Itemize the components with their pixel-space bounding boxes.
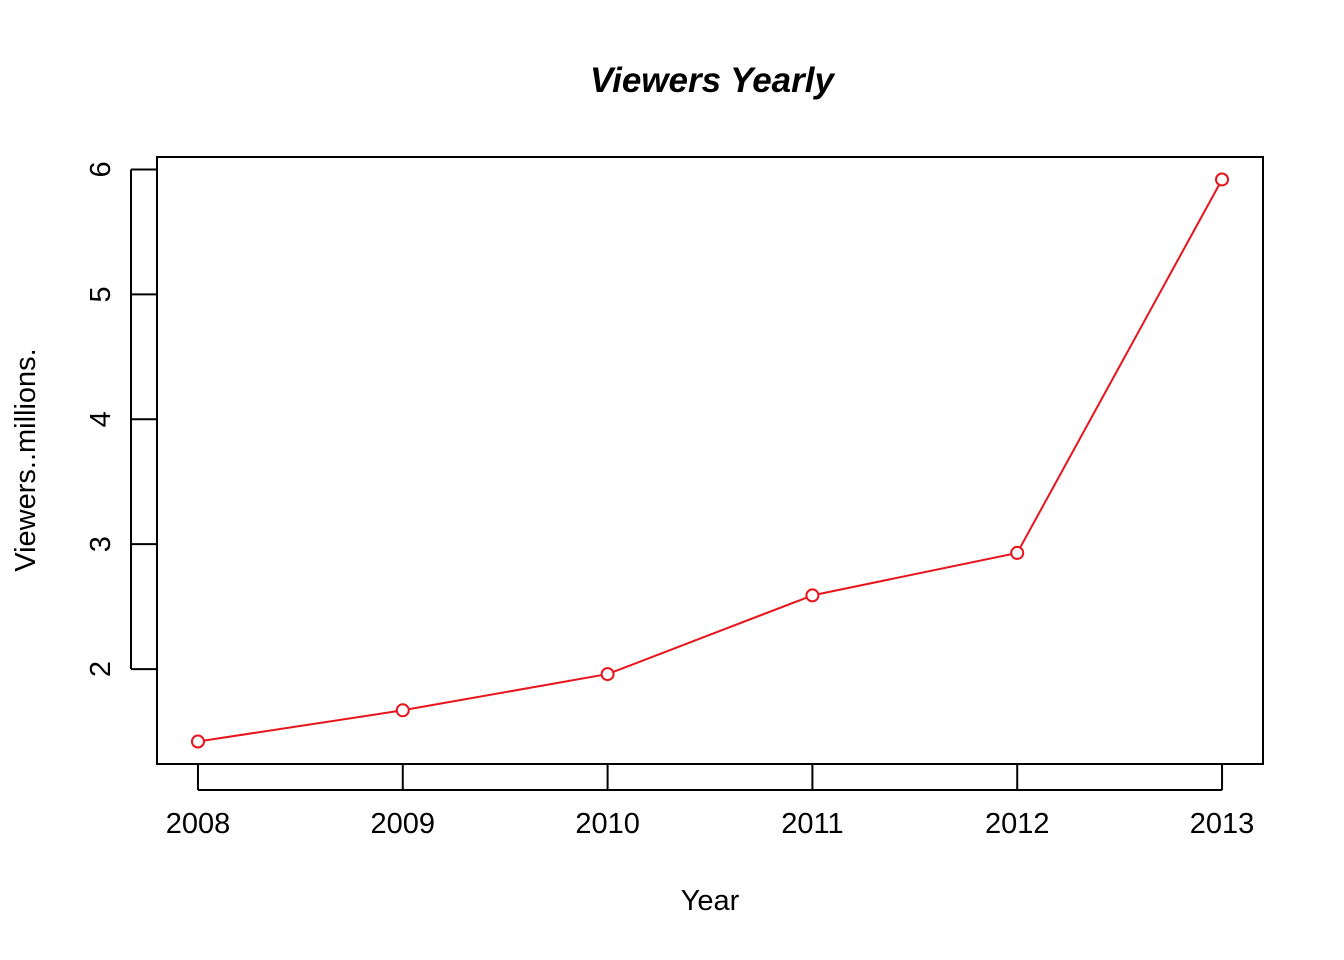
x-tick-label: 2008 (166, 808, 231, 840)
data-point-marker (1010, 545, 1025, 560)
chart-title: Viewers Yearly (590, 61, 835, 100)
x-tick-label: 2010 (575, 808, 640, 840)
plot-area-frame (156, 156, 1264, 765)
series-line-segment (607, 594, 813, 676)
y-tick-label: 2 (85, 661, 117, 677)
x-tick-label: 2012 (985, 808, 1050, 840)
series-line-segment (402, 673, 608, 712)
data-point-marker (1215, 172, 1230, 187)
series-line-segment (1016, 179, 1223, 554)
y-tick-label: 4 (85, 411, 117, 427)
y-axis-label: Viewers..millions. (10, 348, 42, 571)
x-tick-label: 2011 (781, 808, 843, 840)
data-point-marker (805, 588, 820, 603)
data-point-marker (600, 667, 615, 682)
y-tick-label: 3 (85, 536, 117, 552)
data-point-marker (190, 734, 205, 749)
x-axis: 2008 2009 2010 2011 2012 2013 (166, 764, 1255, 840)
series-line-segment (197, 709, 403, 743)
x-tick-label: 2013 (1190, 808, 1255, 840)
x-tick-label: 2009 (371, 808, 436, 840)
series-line-segment (812, 551, 1018, 597)
y-tick-label: 6 (85, 161, 117, 177)
data-point-marker (395, 703, 410, 718)
series-layer (190, 172, 1230, 749)
x-axis-label: Year (681, 885, 740, 917)
y-tick-label: 5 (85, 286, 117, 302)
y-axis: 2 3 4 5 6 (85, 161, 157, 677)
